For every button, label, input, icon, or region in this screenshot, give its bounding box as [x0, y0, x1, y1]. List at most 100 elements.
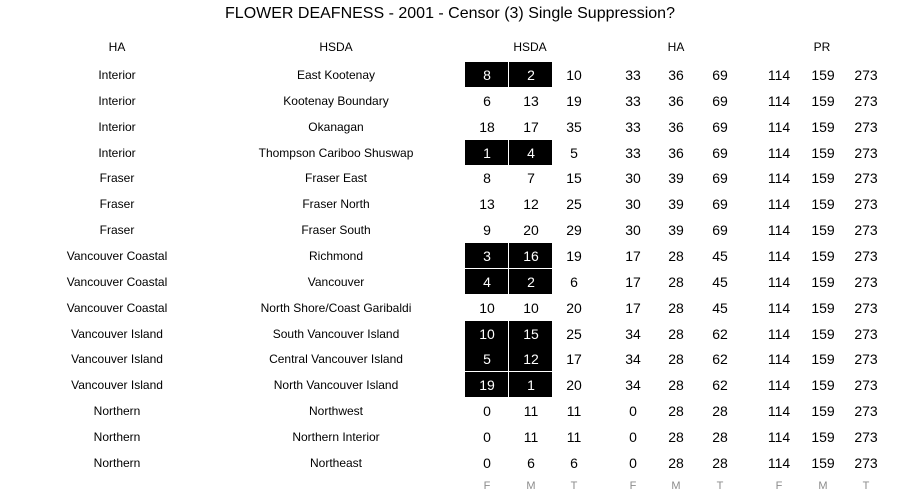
- cell-ha: Fraser: [99, 223, 135, 238]
- cell-ha: Vancouver Coastal: [66, 274, 168, 289]
- cell-ha-m: 39: [668, 222, 684, 239]
- cell-pr-t: 273: [854, 196, 878, 213]
- suppression-block: [465, 372, 508, 398]
- cell-pr-t: 273: [854, 454, 878, 471]
- cell-hsda: South Vancouver Island: [272, 326, 400, 341]
- cell-hsda-m: 11: [523, 403, 539, 420]
- cell-hsda-m: 6: [527, 454, 535, 471]
- cell-hsda: North Vancouver Island: [273, 378, 399, 393]
- cell-pr-f: 114: [767, 273, 791, 290]
- cell-pr-f: 114: [767, 403, 791, 420]
- cell-ha-m: 36: [668, 118, 684, 135]
- cell-pr-f: 114: [767, 144, 791, 161]
- cell-pr-m: 159: [811, 196, 835, 213]
- cell-hsda-t: 11: [566, 428, 582, 445]
- chart-title: FLOWER DEAFNESS - 2001 - Censor (3) Sing…: [225, 5, 675, 22]
- cell-ha-t: 69: [712, 170, 728, 187]
- cell-pr-t: 273: [854, 118, 878, 135]
- table-row: Vancouver Island North Vancouver Island 19…: [0, 372, 900, 398]
- cell-hsda: East Kootenay: [296, 68, 376, 82]
- cell-pr-t: 273: [854, 351, 878, 368]
- cell-ha-t: 28: [712, 428, 728, 445]
- cell-hsda: Northern Interior: [292, 429, 380, 444]
- cell-pr-m: 159: [811, 67, 835, 83]
- cell-hsda-t: 29: [566, 222, 582, 239]
- cell-hsda-m: 13: [523, 92, 539, 109]
- cell-hsda-f: 0: [483, 403, 491, 420]
- suppression-block: [465, 346, 508, 372]
- cell-pr-t: 273: [854, 92, 878, 109]
- cell-ha-m: 36: [668, 67, 684, 83]
- cell-hsda-m: 16: [523, 247, 539, 264]
- cell-hsda: Central Vancouver Island: [269, 352, 403, 367]
- cell-hsda-m: 4: [527, 144, 535, 161]
- cell-hsda-f: 0: [483, 428, 491, 445]
- cell-hsda-m: 1: [527, 377, 535, 394]
- suppression-block: [509, 62, 552, 87]
- table-row: Fraser Fraser East 8 7 15 30 39 69 114 159 273: [0, 165, 900, 191]
- cell-ha-f: 34: [625, 351, 641, 368]
- cell-pr-m: 159: [811, 144, 835, 161]
- cell-ha: Interior: [98, 93, 136, 108]
- footer-label: F: [483, 480, 491, 492]
- cell-hsda-f: 18: [479, 118, 495, 135]
- suppression-block: [509, 268, 552, 294]
- cell-ha-m: 28: [668, 403, 684, 420]
- cell-pr-f: 114: [767, 92, 791, 109]
- table-row: Vancouver Island Central Vancouver Island…: [0, 346, 900, 372]
- table-row: Northern Northwest 0 11 11 0 28 28 114 159 273: [0, 398, 900, 424]
- cell-hsda-f: 8: [483, 67, 491, 83]
- cell-hsda: Fraser South: [301, 223, 371, 238]
- cell-pr-f: 114: [767, 325, 791, 342]
- suppression-block: [465, 320, 508, 346]
- cell-pr-m: 159: [811, 325, 835, 342]
- cell-ha-t: 69: [712, 67, 728, 83]
- table-row: Northern Northern Interior 0 11 11 0 28 28 114 15…: [0, 424, 900, 450]
- cell-ha-f: 17: [625, 247, 641, 264]
- cell-pr-f: 114: [767, 170, 791, 187]
- cell-ha-m: 28: [668, 351, 684, 368]
- cell-pr-t: 273: [854, 325, 878, 342]
- table-row: Vancouver Coastal Richmond 3 16 19 17 28 45 114 1…: [0, 242, 900, 269]
- cell-ha-t: 28: [712, 403, 728, 420]
- cell-ha-t: 28: [712, 454, 728, 471]
- cell-hsda-t: 19: [566, 92, 582, 109]
- cell-ha-t: 69: [712, 144, 728, 161]
- cell-pr-t: 273: [854, 247, 878, 264]
- cell-hsda-m: 12: [523, 351, 539, 368]
- cell-ha-t: 62: [712, 325, 728, 342]
- cell-ha: Northern: [93, 404, 141, 419]
- cell-ha: Interior: [98, 145, 136, 160]
- cell-hsda-t: 5: [570, 144, 578, 161]
- table-row: Fraser Fraser North 13 12 25 30 39 69 114 159 273: [0, 191, 900, 217]
- table-row: Vancouver Coastal North Shore/Coast Garib…: [0, 295, 900, 321]
- footer-label: T: [716, 480, 724, 492]
- cell-pr-m: 159: [811, 247, 835, 264]
- cell-pr-f: 114: [767, 67, 791, 83]
- cell-ha-t: 45: [712, 299, 728, 316]
- cell-ha-f: 0: [629, 454, 637, 471]
- table-row: Vancouver Coastal Vancouver 4 2 6 17 28 45 114 15…: [0, 268, 900, 295]
- cell-ha-m: 28: [668, 247, 684, 264]
- table-row: Vancouver Island South Vancouver Island 10…: [0, 320, 900, 347]
- cell-pr-t: 273: [854, 67, 878, 83]
- cell-hsda-f: 19: [479, 377, 495, 394]
- cell-pr-f: 114: [767, 118, 791, 135]
- footer-label: M: [818, 480, 828, 492]
- cell-hsda: Vancouver: [307, 274, 365, 289]
- suppression-block: [465, 139, 508, 165]
- cell-pr-f: 114: [767, 454, 791, 471]
- cell-pr-m: 159: [811, 377, 835, 394]
- cell-ha-m: 39: [668, 196, 684, 213]
- cell-hsda-f: 0: [483, 454, 491, 471]
- cell-hsda-m: 12: [523, 196, 539, 213]
- cell-hsda-t: 20: [566, 377, 582, 394]
- cell-hsda: North Shore/Coast Garibaldi: [260, 300, 412, 315]
- cell-pr-t: 273: [854, 299, 878, 316]
- cell-hsda-m: 17: [523, 118, 539, 135]
- cell-hsda-t: 10: [566, 67, 582, 83]
- cell-ha: Vancouver Coastal: [66, 248, 168, 263]
- suppression-block: [509, 139, 552, 165]
- footer-label: M: [671, 480, 681, 492]
- suppression-block: [509, 242, 552, 268]
